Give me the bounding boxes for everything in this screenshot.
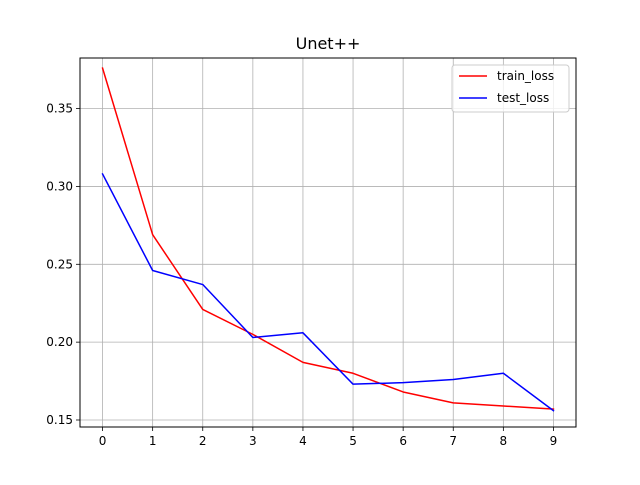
series-line-train-loss: [101, 67, 555, 410]
x-tick-label: 7: [449, 434, 457, 448]
legend-label-test-loss: test_loss: [497, 91, 549, 105]
plot-frame: [79, 57, 577, 428]
y-tick-label: 0.35: [46, 102, 73, 116]
series-line-test-loss: [101, 172, 555, 412]
legend-label-train-loss: train_loss: [497, 69, 554, 83]
chart-title: Unet++: [296, 34, 361, 53]
x-tick-label: 0: [99, 434, 107, 448]
y-axis-ticks: 0.15 0.20 0.25 0.30 0.35: [46, 102, 80, 427]
y-tick-label: 0.25: [46, 257, 73, 271]
y-tick-label: 0.15: [46, 413, 73, 427]
x-tick-label: 5: [349, 434, 357, 448]
x-tick-label: 4: [299, 434, 307, 448]
grid-lines: [80, 58, 576, 427]
x-tick-label: 3: [249, 434, 257, 448]
y-tick-label: 0.20: [46, 335, 73, 349]
x-tick-label: 2: [199, 434, 207, 448]
y-tick-label: 0.30: [46, 179, 73, 193]
series-lines: [101, 67, 555, 412]
x-tick-label: 6: [399, 434, 407, 448]
x-axis-ticks: 0 1 2 3 4 5 6 7 8 9: [99, 427, 558, 448]
legend: train_loss test_loss: [451, 64, 570, 113]
x-tick-label: 9: [550, 434, 558, 448]
x-tick-label: 8: [500, 434, 508, 448]
x-tick-label: 1: [149, 434, 157, 448]
